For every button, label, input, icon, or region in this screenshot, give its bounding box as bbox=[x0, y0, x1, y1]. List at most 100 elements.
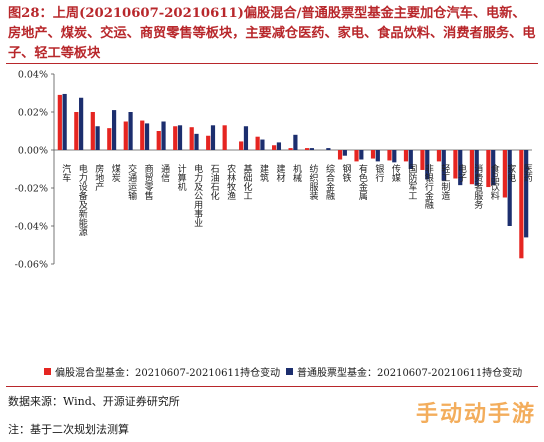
bar-series-1 bbox=[403, 150, 409, 162]
x-tick-label: 交通运输 bbox=[126, 163, 137, 201]
x-tick-label: 家电 bbox=[505, 163, 516, 182]
bar-series-2 bbox=[276, 142, 282, 150]
bar-series-1 bbox=[90, 112, 95, 150]
bar-series-2 bbox=[79, 97, 84, 150]
x-tick-label: 国防军工 bbox=[406, 164, 417, 200]
x-tick-label: 纺织服装 bbox=[307, 163, 318, 201]
footer-divider bbox=[6, 386, 538, 387]
x-tick-label: 建材 bbox=[275, 163, 286, 182]
bar-series-2 bbox=[210, 125, 216, 150]
bar-series-1 bbox=[206, 135, 211, 150]
y-tick-label: -0.04% bbox=[15, 222, 48, 233]
bar-series-2 bbox=[293, 134, 298, 150]
bar-series-1 bbox=[272, 145, 277, 150]
bar-series-1 bbox=[57, 94, 62, 150]
bar-series-1 bbox=[255, 136, 260, 150]
watermark-logo: 手动动手游 bbox=[415, 402, 536, 427]
bar-series-2 bbox=[177, 125, 183, 150]
x-tick-label: 计算机 bbox=[176, 163, 187, 192]
bar-series-2 bbox=[62, 93, 67, 150]
x-tick-label: 煤炭 bbox=[110, 163, 121, 183]
bar-series-2 bbox=[309, 148, 314, 150]
x-tick-label: 建筑 bbox=[258, 163, 269, 183]
bar-series-1 bbox=[304, 148, 310, 150]
bar-series-2 bbox=[326, 148, 331, 150]
legend-label-series-1: 偏股混合型基金：20210607-20210611持仓变动 bbox=[55, 368, 281, 379]
legend-item-series-2: 普通股票型基金：20210607-20210611持仓变动 bbox=[286, 364, 522, 379]
bar-series-1 bbox=[156, 131, 161, 150]
bar-series-2 bbox=[392, 150, 397, 163]
legend-swatch-series-1 bbox=[44, 368, 51, 375]
x-tick-label: 医药 bbox=[522, 164, 533, 183]
bar-series-1 bbox=[337, 150, 343, 160]
x-tick-label: 通信 bbox=[159, 164, 170, 183]
bar-series-2 bbox=[342, 150, 347, 156]
bar-series-2 bbox=[458, 150, 463, 186]
footnote: 注：基于二次规划法测算 bbox=[8, 423, 129, 436]
y-tick-label: 0.02% bbox=[18, 108, 48, 119]
bar-series-1 bbox=[519, 150, 524, 259]
bar-series-2 bbox=[474, 150, 479, 186]
bar-series-2 bbox=[441, 150, 446, 181]
bar-series-1 bbox=[74, 112, 79, 150]
x-tick-label: 汽车 bbox=[60, 163, 71, 183]
bar-series-1 bbox=[107, 128, 112, 150]
figure-title: 图28：上周(20210607-20210611)偏股混合/普通股票型基金主要加… bbox=[8, 6, 536, 61]
bar-series-1 bbox=[436, 150, 442, 162]
bar-series-1 bbox=[288, 148, 293, 150]
bar-series-1 bbox=[123, 121, 128, 150]
bar-series-1 bbox=[486, 150, 491, 188]
x-tick-label: 传媒 bbox=[390, 163, 401, 183]
bar-series-1 bbox=[222, 125, 227, 150]
x-tick-label: 有色金属 bbox=[357, 163, 368, 201]
legend-label-series-2: 普通股票型基金：20210607-20210611持仓变动 bbox=[297, 368, 523, 379]
y-tick-label: 0.00% bbox=[18, 146, 48, 157]
legend: 偏股混合型基金：20210607-20210611持仓变动 普通股票型基金：20… bbox=[0, 364, 544, 380]
bar-series-1 bbox=[469, 150, 475, 185]
bar-series-1 bbox=[453, 150, 458, 179]
bar-series-1 bbox=[502, 150, 507, 198]
bar-series-2 bbox=[375, 150, 380, 162]
bar-chart: 0.04% 0.02% 0.00% -0.02% -0.04% -0.06% 汽车 电力设备及… bbox=[15, 70, 533, 271]
x-tick-label: 石油石化 bbox=[209, 164, 220, 201]
bar-series-1 bbox=[387, 150, 392, 161]
source-note: 数据来源：Wind、开源证券研究所 bbox=[8, 395, 180, 408]
y-tick-label: -0.02% bbox=[15, 184, 48, 195]
bar-series-2 bbox=[95, 126, 100, 150]
bar-series-1 bbox=[370, 150, 376, 159]
bar-series-1 bbox=[189, 127, 194, 150]
bar-series-2 bbox=[359, 150, 364, 160]
x-tick-label: 银行 bbox=[373, 163, 384, 183]
x-tick-label: 轻工制造 bbox=[439, 163, 450, 201]
legend-item-series-1: 偏股混合型基金：20210607-20210611持仓变动 bbox=[44, 364, 280, 379]
bar-series-2 bbox=[243, 126, 249, 150]
bar-series-2 bbox=[128, 112, 133, 150]
x-tick-label: 消费者服务 bbox=[472, 163, 483, 210]
x-tick-label: 钢铁 bbox=[340, 163, 351, 183]
title-divider bbox=[6, 63, 538, 64]
bar-series-1 bbox=[239, 141, 244, 150]
x-tick-label: 综合金融 bbox=[324, 163, 335, 201]
legend-swatch-series-2 bbox=[286, 368, 293, 375]
y-tick-label: -0.06% bbox=[15, 260, 48, 271]
y-tick-label: 0.04% bbox=[18, 70, 48, 81]
bar-series-1 bbox=[420, 150, 425, 170]
bar-series-2 bbox=[161, 121, 166, 150]
x-tick-label: 商贸零售 bbox=[143, 163, 154, 201]
x-tick-label: 农林牧渔 bbox=[225, 163, 236, 200]
bar-series-2 bbox=[194, 133, 199, 150]
bar-series-2 bbox=[425, 150, 430, 180]
bar-series-1 bbox=[354, 150, 359, 162]
x-tick-label: 非银行金融 bbox=[423, 163, 434, 210]
x-tick-label: 房地产 bbox=[93, 163, 104, 192]
x-tick-label: 基础化工 bbox=[242, 163, 253, 200]
x-tick-label: 电子 bbox=[456, 163, 467, 182]
bar-series-2 bbox=[408, 150, 413, 169]
bar-series-2 bbox=[144, 123, 150, 150]
bar-series-1 bbox=[140, 120, 145, 150]
x-tick-label: 电力设备及新能源 bbox=[77, 163, 88, 237]
x-tick-label: 食品饮料 bbox=[489, 163, 500, 201]
bar-series-2 bbox=[491, 150, 496, 186]
x-tick-label: 电力及公用事业 bbox=[192, 163, 203, 227]
bar-series-2 bbox=[507, 150, 512, 226]
